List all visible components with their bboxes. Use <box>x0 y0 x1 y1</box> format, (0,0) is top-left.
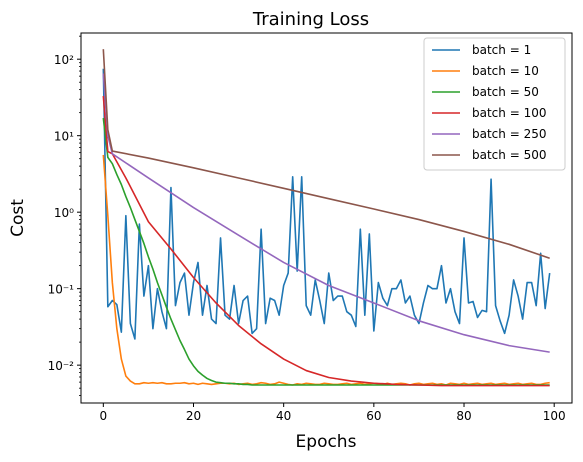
x-axis-label: Epochs <box>296 432 357 452</box>
y-axis-ticks: 10⁻² 10⁻¹ 10⁰ 10¹ 10² <box>48 35 81 396</box>
legend-label-3: batch = 50 <box>472 85 539 99</box>
y-tick-label: 10⁰ <box>54 206 74 220</box>
x-tick-label: 80 <box>456 409 471 423</box>
y-tick-label: 10⁻² <box>48 359 75 373</box>
legend-label-1: batch = 1 <box>472 43 531 57</box>
x-tick-label: 60 <box>366 409 381 423</box>
y-tick-label: 10⁻¹ <box>48 283 75 297</box>
series-lines <box>102 49 551 387</box>
series-line-6 <box>102 49 550 259</box>
x-tick-label: 0 <box>99 409 107 423</box>
legend-label-2: batch = 10 <box>472 64 539 78</box>
legend-label-4: batch = 100 <box>472 106 546 120</box>
y-tick-label: 10¹ <box>54 130 74 144</box>
chart-title: Training Loss <box>252 9 369 30</box>
plot-frame <box>80 32 573 404</box>
x-tick-label: 20 <box>186 409 201 423</box>
legend-label-5: batch = 250 <box>472 127 546 141</box>
y-axis-label: Cost <box>8 199 28 237</box>
x-tick-label: 40 <box>276 409 291 423</box>
legend-label-6: batch = 500 <box>472 148 546 162</box>
series-line-4 <box>102 95 550 387</box>
x-axis-ticks: 0 20 40 60 80 100 <box>99 403 566 423</box>
series-line-2 <box>102 154 550 386</box>
series-line-3 <box>102 117 550 386</box>
x-tick-label: 100 <box>543 409 566 423</box>
y-tick-label: 10² <box>54 53 74 67</box>
legend: batch = 1 batch = 10 batch = 50 batch = 100… <box>423 37 566 171</box>
series-line-5 <box>102 73 550 353</box>
series-line-1 <box>102 68 551 340</box>
